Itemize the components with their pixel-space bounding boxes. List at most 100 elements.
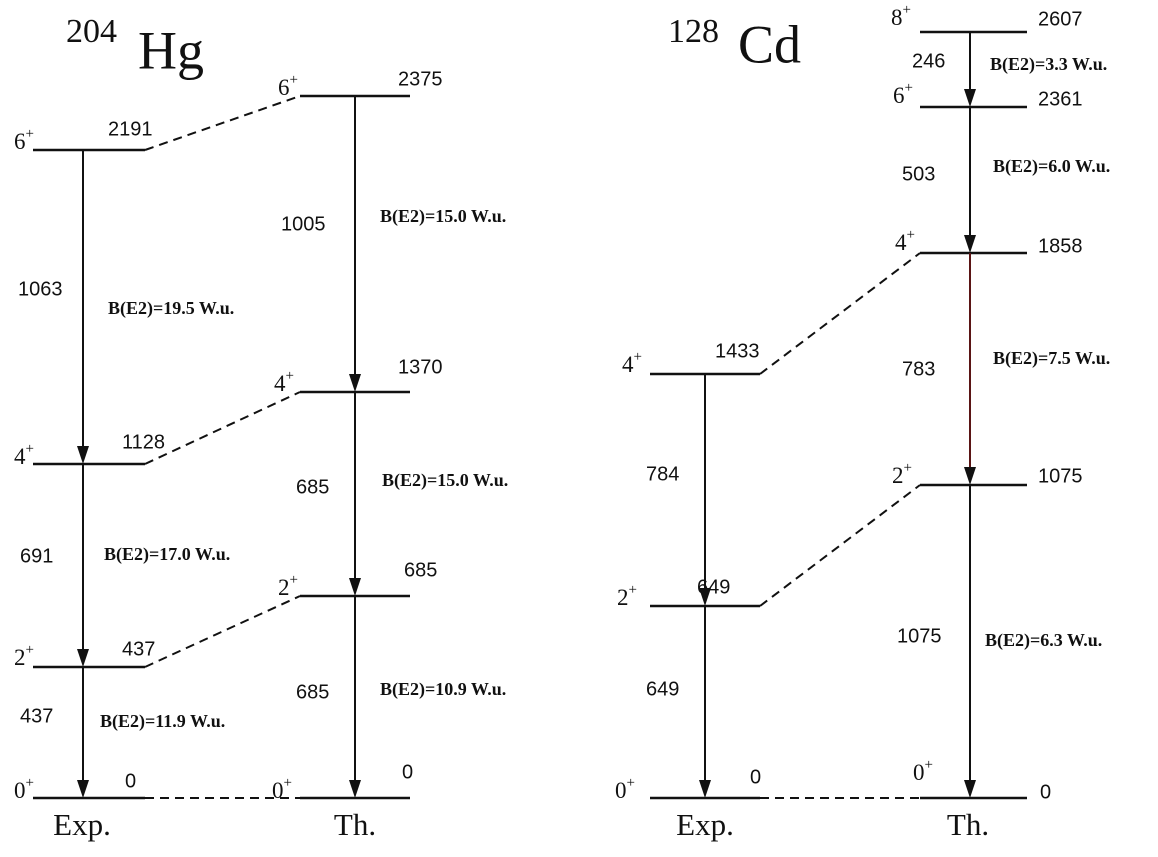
spin-parity: 6+ [14,126,34,154]
transition-strength: B(E2)=3.3 W.u. [990,54,1107,75]
transition-strength: B(E2)=6.3 W.u. [985,630,1102,651]
arrow-head [964,467,976,485]
spin: 0 [272,778,284,803]
spin: 4 [895,230,907,255]
spin-parity: 2+ [892,460,912,488]
arrow-head [77,446,89,464]
spin: 0 [14,778,26,803]
gamma-energy: 784 [646,463,679,485]
gamma-energy: 1005 [281,213,326,235]
gamma-energy: 503 [902,163,935,185]
arrow-head [699,588,711,606]
parity: + [903,2,911,18]
spin-parity: 4+ [622,349,642,377]
mass-number: 128 [668,13,719,50]
level-connector [144,595,301,668]
arrow-head [964,780,976,798]
level-energy: 0 [1040,781,1051,803]
transition-strength: B(E2)=17.0 W.u. [104,544,230,565]
spin-parity: 0+ [14,775,34,803]
parity: + [26,441,34,457]
spin-parity: 8+ [891,2,911,30]
gamma-energy: 685 [296,476,329,498]
parity: + [290,72,298,88]
column-label: Th. [334,807,376,842]
arrow-head [699,780,711,798]
level-energy: 0 [750,766,761,788]
spin-parity: 2+ [14,642,34,670]
column-label: Exp. [676,807,734,842]
level-energy: 1370 [398,356,443,378]
column-label: Th. [947,807,989,842]
gamma-energy: 246 [912,50,945,72]
parity: + [627,775,635,791]
level-energy: 685 [404,559,437,581]
spin: 6 [893,83,905,108]
spin-parity: 2+ [278,572,298,600]
gamma-energy: 649 [646,678,679,700]
transition-strength: B(E2)=6.0 W.u. [993,156,1110,177]
arrow-head [349,374,361,392]
level-energy: 1075 [1038,465,1083,487]
mass-number: 204 [66,13,117,50]
spin-parity: 0+ [272,775,292,803]
arrow-head [77,780,89,798]
level-energy: 437 [122,638,155,660]
spin: 2 [278,575,290,600]
transition-strength: B(E2)=15.0 W.u. [382,470,508,491]
parity: + [907,227,915,243]
spin: 2 [892,463,904,488]
parity: + [925,757,933,773]
element: Cd [738,14,801,74]
level-energy: 2375 [398,68,443,90]
gamma-energy: 437 [20,705,53,727]
spin: 4 [274,371,286,396]
parity: + [26,642,34,658]
spin: 2 [14,645,26,670]
gamma-energy: 783 [902,358,935,380]
spin: 2 [617,585,629,610]
spin-parity: 4+ [895,227,915,255]
level-energy: 2191 [108,118,153,140]
transition-strength: B(E2)=19.5 W.u. [108,298,234,319]
gamma-energy: 685 [296,681,329,703]
parity: + [634,349,642,365]
arrow-head [964,235,976,253]
spin-parity: 6+ [893,80,913,108]
level-connector [759,252,921,375]
transition-strength: B(E2)=15.0 W.u. [380,206,506,227]
transition-strength: B(E2)=7.5 W.u. [993,348,1110,369]
level-energy: 2607 [1038,8,1083,30]
parity: + [290,572,298,588]
spin-parity: 4+ [14,441,34,469]
parity: + [629,582,637,598]
parity: + [286,368,294,384]
spin: 8 [891,5,903,30]
spin-parity: 0+ [913,757,933,785]
spin: 4 [622,352,634,377]
spin: 0 [615,778,627,803]
arrow-head [964,89,976,107]
spin: 0 [913,760,925,785]
arrow-head [349,578,361,596]
level-energy: 1433 [715,340,760,362]
spin-parity: 6+ [278,72,298,100]
spin: 6 [14,129,26,154]
level-energy: 0 [125,770,136,792]
arrow-head [349,780,361,798]
gamma-energy: 691 [20,545,53,567]
level-energy: 0 [402,761,413,783]
spin: 6 [278,75,290,100]
parity: + [26,775,34,791]
gamma-energy: 1075 [897,625,942,647]
parity: + [905,80,913,96]
parity: + [904,460,912,476]
element: Hg [138,20,204,80]
spin: 4 [14,444,26,469]
parity: + [284,775,292,791]
spin-parity: 0+ [615,775,635,803]
transition-strength: B(E2)=11.9 W.u. [100,711,225,732]
level-energy: 1128 [122,431,165,453]
parity: + [26,126,34,142]
